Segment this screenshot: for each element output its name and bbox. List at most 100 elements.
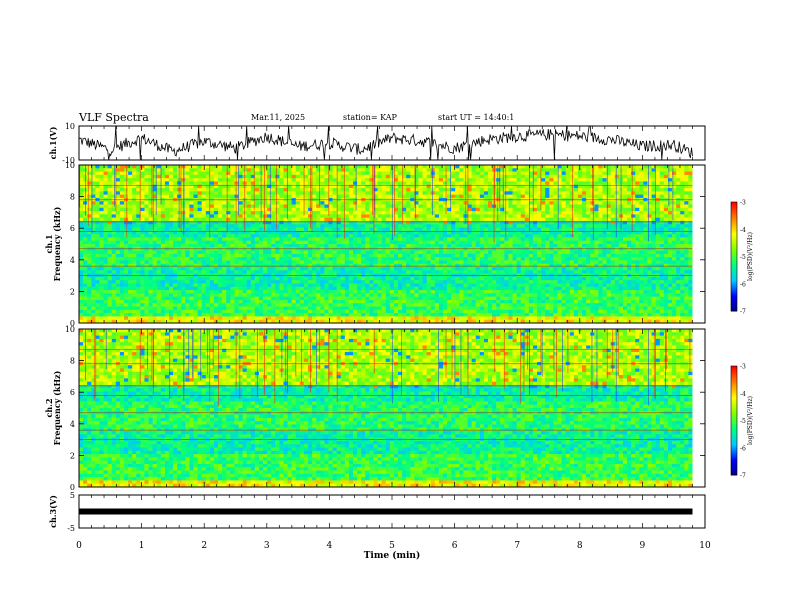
colorbar-swatch <box>731 391 737 394</box>
colorbar-swatch <box>731 205 737 208</box>
panel-frame <box>78 125 706 161</box>
colorbar-swatch <box>731 447 737 451</box>
colorbar-tick-label: -6 <box>740 445 746 452</box>
colorbar-swatch <box>731 272 737 276</box>
colorbar-swatch <box>731 234 737 238</box>
ch2-no-data-area <box>692 329 705 487</box>
colorbar-swatch <box>731 436 737 440</box>
colorbar-swatch <box>731 261 737 265</box>
colorbar-tick-label: -3 <box>740 200 746 207</box>
colorbar-swatch <box>731 258 737 261</box>
colorbar-frame <box>730 365 738 476</box>
colorbar-swatch <box>731 274 737 277</box>
x-tick-label: 0 <box>76 541 82 551</box>
colorbar-tick-label: -7 <box>740 473 746 480</box>
y-tick-label: 5 <box>70 491 75 500</box>
colorbar-swatch <box>731 271 737 274</box>
ch1-no-data-area <box>692 165 705 323</box>
colorbar-swatch <box>731 218 737 221</box>
colorbar-swatch <box>731 453 737 456</box>
y-tick-label: 2 <box>70 287 75 296</box>
colorbar-swatch <box>731 405 737 409</box>
colorbar-swatch <box>731 287 737 290</box>
colorbar-swatch <box>731 231 737 234</box>
colorbar-swatch <box>731 294 737 297</box>
y-tick-label: 2 <box>70 451 75 460</box>
colorbar-swatch <box>731 395 737 398</box>
colorbar-swatch <box>731 404 737 407</box>
colorbar-swatch <box>731 465 737 469</box>
x-tick-label: 6 <box>452 541 458 551</box>
colorbar-swatch <box>731 416 737 420</box>
colorbar-swatch <box>731 411 737 414</box>
colorbar-swatch <box>731 280 737 283</box>
colorbar-swatch <box>731 240 737 243</box>
colorbar-swatch <box>731 471 737 474</box>
colorbar-swatch <box>731 263 737 267</box>
colorbar-swatch <box>731 221 737 225</box>
colorbar-swatch <box>731 211 737 214</box>
x-tick-label: 5 <box>389 541 395 551</box>
x-tick-label: 3 <box>264 541 270 551</box>
colorbar-swatch <box>731 385 737 389</box>
colorbar-tick-label: -6 <box>740 281 746 288</box>
colorbar-swatch <box>731 301 737 305</box>
colorbar-swatch <box>731 384 737 387</box>
station-label: station= KAP <box>343 113 397 122</box>
colorbar-swatch <box>731 375 737 378</box>
colorbar-swatch <box>731 440 737 443</box>
colorbar-swatch <box>731 382 737 385</box>
colorbar-swatch <box>731 458 737 461</box>
y-tick-label: 4 <box>70 420 75 429</box>
ch2-spectrogram-cells <box>79 329 693 488</box>
colorbar-swatch <box>731 289 737 292</box>
colorbar-swatch <box>731 202 737 205</box>
colorbar-swatch <box>731 402 737 405</box>
colorbar-swatch <box>731 276 737 279</box>
colorbar-swatch <box>731 283 737 287</box>
colorbar-swatch <box>731 393 737 396</box>
colorbar-swatch <box>731 256 737 259</box>
colorbar-swatch <box>731 285 737 288</box>
colorbar-swatch <box>731 387 737 391</box>
colorbar-swatch <box>731 238 737 241</box>
colorbar-swatch <box>731 369 737 372</box>
y-axis-label: ch.1(V) <box>48 126 58 159</box>
colorbar-swatch <box>731 407 737 411</box>
colorbar-swatch <box>731 216 737 219</box>
ch1-waveform-trace <box>78 125 693 161</box>
x-tick-label: 10 <box>699 541 711 551</box>
colorbar-swatch <box>731 207 737 210</box>
colorbar-swatch <box>731 292 737 296</box>
y-tick-label: 0 <box>70 319 75 328</box>
colorbar-swatch <box>731 442 737 445</box>
colorbar-swatch <box>731 400 737 403</box>
colorbar-label: log(PSD)(V²/Hz) <box>747 396 754 445</box>
y-tick-label: 10 <box>65 161 75 170</box>
colorbar-swatch <box>731 460 737 463</box>
colorbar-swatch <box>731 260 737 263</box>
y-tick-label: 6 <box>70 388 75 397</box>
colorbar-swatch <box>731 236 737 239</box>
colorbar-swatch <box>731 229 737 232</box>
colorbar-swatch <box>731 413 737 416</box>
y-tick-label: -5 <box>67 524 75 533</box>
colorbar-swatch <box>731 366 737 369</box>
x-tick-label: 9 <box>640 541 646 551</box>
colorbar-swatch <box>731 396 737 400</box>
colorbar-swatch <box>731 291 737 294</box>
colorbar-tick-label: -5 <box>740 418 746 425</box>
colorbar-swatch <box>731 223 737 227</box>
colorbar-swatch <box>731 376 737 380</box>
y-tick-label: 10 <box>65 325 75 334</box>
colorbar-swatch <box>731 420 737 423</box>
colorbar-swatch <box>731 409 737 412</box>
chart-title: VLF Spectra <box>79 111 149 124</box>
colorbar-swatch <box>731 307 737 310</box>
colorbar-tick-label: -4 <box>740 391 746 398</box>
colorbar-swatch <box>731 373 737 376</box>
y-tick-label: 0 <box>70 483 75 492</box>
colorbar-swatch <box>731 303 737 307</box>
colorbar-swatch <box>731 425 737 429</box>
